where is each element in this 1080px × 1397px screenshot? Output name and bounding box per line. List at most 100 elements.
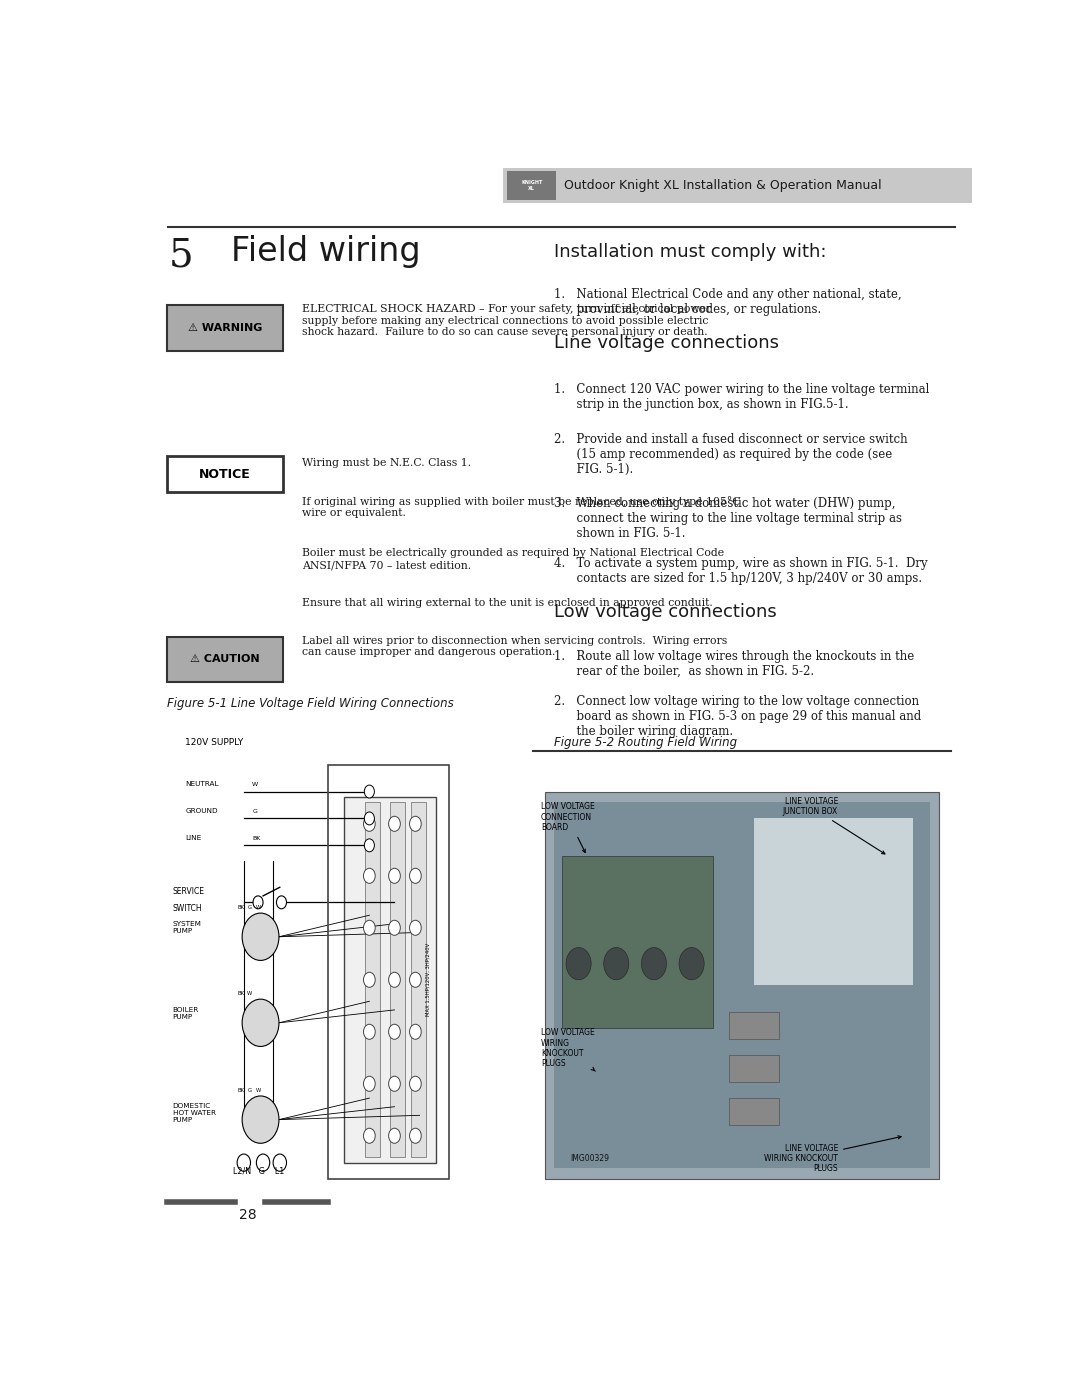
Text: Ensure that all wiring external to the unit is enclosed in approved conduit.: Ensure that all wiring external to the u… — [302, 598, 713, 608]
Text: BK: BK — [238, 990, 245, 996]
Text: LINE VOLTAGE
JUNCTION BOX: LINE VOLTAGE JUNCTION BOX — [783, 796, 885, 854]
Text: 1.   National Electrical Code and any other national, state,
      provincial, o: 1. National Electrical Code and any othe… — [554, 288, 901, 316]
Bar — [729, 1011, 780, 1039]
Circle shape — [389, 869, 401, 883]
Text: G: G — [253, 809, 257, 814]
Circle shape — [389, 816, 401, 831]
Circle shape — [364, 1129, 375, 1143]
Circle shape — [409, 972, 421, 988]
Text: 1.   Route all low voltage wires through the knockouts in the
      rear of the : 1. Route all low voltage wires through t… — [554, 650, 914, 678]
Circle shape — [389, 972, 401, 988]
Circle shape — [364, 1024, 375, 1039]
Text: ⚠ WARNING: ⚠ WARNING — [188, 323, 262, 332]
Text: Field wiring: Field wiring — [231, 236, 421, 268]
Bar — [508, 170, 556, 200]
Bar — [562, 856, 713, 1028]
Text: G: G — [247, 1088, 252, 1092]
Text: GROUND: GROUND — [186, 807, 218, 814]
Circle shape — [389, 1024, 401, 1039]
Text: Figure 5-1 Line Voltage Field Wiring Connections: Figure 5-1 Line Voltage Field Wiring Con… — [166, 697, 454, 710]
Text: Low voltage connections: Low voltage connections — [554, 604, 777, 622]
Text: SYSTEM
PUMP: SYSTEM PUMP — [173, 921, 202, 933]
Text: LOW VOLTAGE
WIRING
KNOCKOUT
PLUGS: LOW VOLTAGE WIRING KNOCKOUT PLUGS — [541, 1028, 595, 1071]
Text: SWITCH: SWITCH — [173, 904, 202, 914]
Text: NOTICE: NOTICE — [199, 468, 251, 481]
Circle shape — [364, 785, 375, 798]
Text: Outdoor Knight XL Installation & Operation Manual: Outdoor Knight XL Installation & Operati… — [565, 179, 882, 191]
Circle shape — [256, 1154, 270, 1171]
Text: L2/N   G    L1: L2/N G L1 — [233, 1166, 284, 1175]
Circle shape — [364, 921, 375, 936]
Bar — [390, 802, 405, 1157]
FancyBboxPatch shape — [166, 637, 283, 682]
FancyBboxPatch shape — [166, 455, 283, 493]
Text: Figure 5-2 Routing Field Wiring: Figure 5-2 Routing Field Wiring — [554, 735, 737, 749]
Circle shape — [242, 1097, 279, 1143]
Circle shape — [364, 816, 375, 831]
Text: BK: BK — [253, 835, 260, 841]
Text: NEUTRAL: NEUTRAL — [186, 781, 219, 788]
Text: W: W — [253, 782, 258, 788]
Text: Boiler must be electrically grounded as required by National Electrical Code
ANS: Boiler must be electrically grounded as … — [302, 549, 725, 570]
Text: 28: 28 — [239, 1208, 257, 1222]
Bar — [554, 802, 930, 1168]
Circle shape — [409, 869, 421, 883]
Text: Label all wires prior to disconnection when servicing controls.  Wiring errors
c: Label all wires prior to disconnection w… — [302, 636, 728, 657]
Text: KNIGHT
XL: KNIGHT XL — [521, 180, 542, 191]
Text: Installation must comply with:: Installation must comply with: — [554, 243, 826, 261]
Circle shape — [242, 914, 279, 960]
Text: 1.   Connect 120 VAC power wiring to the line voltage terminal
      strip in th: 1. Connect 120 VAC power wiring to the l… — [554, 383, 929, 411]
Circle shape — [273, 1154, 286, 1171]
Text: G: G — [247, 905, 252, 909]
Text: BOILER
PUMP: BOILER PUMP — [173, 1007, 199, 1020]
Text: MAX 1.5HP/120V, 3HP/240V: MAX 1.5HP/120V, 3HP/240V — [426, 943, 431, 1017]
Circle shape — [409, 1024, 421, 1039]
Bar — [327, 764, 449, 1179]
FancyBboxPatch shape — [166, 306, 283, 351]
Circle shape — [679, 947, 704, 979]
Bar — [729, 1055, 780, 1083]
Circle shape — [566, 947, 591, 979]
Circle shape — [409, 1076, 421, 1091]
Text: Wiring must be N.E.C. Class 1.: Wiring must be N.E.C. Class 1. — [302, 458, 472, 468]
Text: IMG00329: IMG00329 — [570, 1154, 609, 1162]
Text: ⚠ CAUTION: ⚠ CAUTION — [190, 654, 260, 664]
Circle shape — [642, 947, 666, 979]
Circle shape — [364, 1076, 375, 1091]
Circle shape — [253, 895, 264, 909]
Circle shape — [409, 816, 421, 831]
Circle shape — [389, 1129, 401, 1143]
Text: W: W — [247, 990, 253, 996]
Text: SERVICE: SERVICE — [173, 887, 205, 895]
Circle shape — [389, 921, 401, 936]
Text: If original wiring as supplied with boiler must be replaced, use only type 105°C: If original wiring as supplied with boil… — [302, 496, 741, 518]
Circle shape — [364, 972, 375, 988]
Text: 4.   To activate a system pump, wire as shown in FIG. 5-1.  Dry
      contacts a: 4. To activate a system pump, wire as sh… — [554, 557, 927, 585]
Circle shape — [276, 895, 286, 909]
Bar — [729, 1098, 780, 1125]
Text: BK: BK — [238, 905, 245, 909]
Text: Line voltage connections: Line voltage connections — [554, 334, 779, 352]
Bar — [345, 796, 436, 1162]
Text: LINE: LINE — [186, 835, 202, 841]
Circle shape — [364, 838, 375, 852]
Bar — [411, 802, 427, 1157]
Text: BK: BK — [238, 1088, 245, 1092]
Text: ELECTRICAL SHOCK HAZARD – For your safety, turn off electrical power
supply befo: ELECTRICAL SHOCK HAZARD – For your safet… — [302, 305, 712, 338]
Circle shape — [409, 1129, 421, 1143]
Text: 5: 5 — [168, 237, 193, 275]
Bar — [545, 792, 939, 1179]
Circle shape — [409, 921, 421, 936]
Text: LOW VOLTAGE
CONNECTION
BOARD: LOW VOLTAGE CONNECTION BOARD — [541, 802, 595, 852]
Circle shape — [364, 812, 375, 824]
Text: 3.   When connecting a domestic hot water (DHW) pump,
      connect the wiring t: 3. When connecting a domestic hot water … — [554, 497, 902, 539]
Text: W: W — [255, 1088, 260, 1092]
Text: 2.   Provide and install a fused disconnect or service switch
      (15 amp reco: 2. Provide and install a fused disconnec… — [554, 433, 907, 476]
Text: 120V SUPPLY: 120V SUPPLY — [186, 738, 243, 747]
Circle shape — [604, 947, 629, 979]
Text: W: W — [255, 905, 260, 909]
Circle shape — [242, 999, 279, 1046]
Bar — [754, 819, 914, 985]
Bar — [365, 802, 380, 1157]
Text: LINE VOLTAGE
WIRING KNOCKOUT
PLUGS: LINE VOLTAGE WIRING KNOCKOUT PLUGS — [765, 1136, 901, 1173]
